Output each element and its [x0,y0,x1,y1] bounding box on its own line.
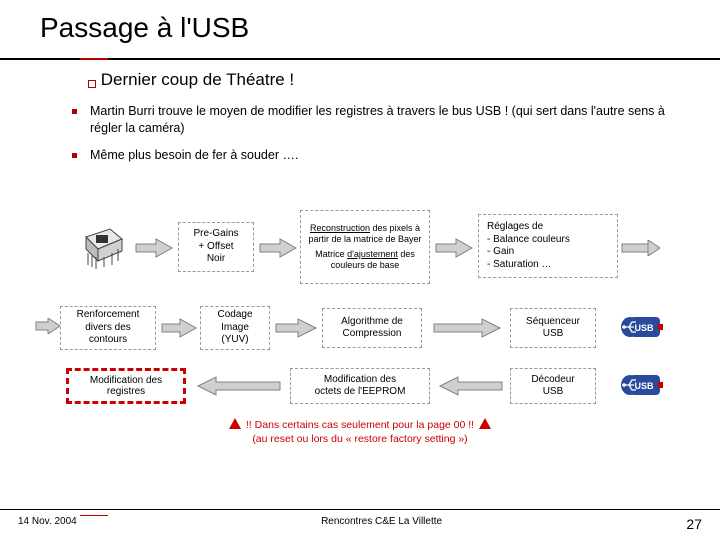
list-item-text: Même plus besoin de fer à souder …. [90,148,298,162]
svg-text:USB: USB [634,323,654,333]
box-label: DécodeurUSB [531,374,574,399]
footer-venue: Rencontres C&E La Villette [321,516,442,532]
box-label-top: Reconstruction des pixels à partir de la… [304,223,426,246]
page-number: 27 [686,516,702,532]
arrow-left-icon [196,376,282,396]
bullet-filled-square-icon [72,109,77,114]
arrow-right-icon [434,238,474,258]
footer-date: 14 Nov. 2004 [18,516,77,532]
box-label: Réglages de- Balance couleurs- Gain- Sat… [487,221,570,271]
title-underline [0,58,720,60]
box-label: Renforcementdivers descontours [77,309,140,347]
box-label: Modification desregistres [90,375,162,397]
arrow-right-icon [160,318,198,338]
box-label: CodageImage(YUV) [217,309,252,347]
arrow-right-icon [274,318,318,338]
warning-line2: (au reset ou lors du « restore factory s… [252,433,467,445]
box-sequenceur: SéquenceurUSB [510,308,596,348]
box-reconstruction: Reconstruction des pixels à partir de la… [300,210,430,284]
box-renforcement: Renforcementdivers descontours [60,306,156,350]
arrow-right-icon [432,318,502,338]
box-label: Algorithme deCompression [341,316,403,341]
usb-logo-icon: USB [620,374,668,396]
arrow-right-short-icon [34,318,60,334]
box-label: Modification desoctets de l'EEPROM [315,374,406,399]
arrow-right-icon [258,238,298,258]
usb-logo-icon: USB [620,316,668,338]
warning-triangle-icon [479,418,491,429]
pipeline-diagram: Pre-Gains+ OffsetNoir Reconstruction des… [0,210,720,460]
box-label: Pre-Gains+ OffsetNoir [193,228,238,266]
svg-text:USB: USB [634,381,654,391]
chip-icon [80,225,128,269]
list-item-text: Martin Burri trouve le moyen de modifier… [90,104,665,135]
list-item: Martin Burri trouve le moyen de modifier… [0,93,720,137]
bullet-filled-square-icon [72,153,77,158]
arrow-right-short-icon [620,240,660,256]
arrow-left-icon [438,376,504,396]
page-title: Passage à l'USB [0,0,720,50]
section-heading: Dernier coup de Théatre ! [0,50,720,93]
box-label: SéquenceurUSB [526,316,580,341]
box-mod-registres: Modification desregistres [66,368,186,404]
section-heading-text: Dernier coup de Théatre ! [101,70,294,89]
warning-text: !! Dans certains cas seulement pour la p… [0,418,720,446]
footer: 14 Nov. 2004 Rencontres C&E La Villette … [0,509,720,540]
list-item: Même plus besoin de fer à souder …. [0,137,720,164]
warning-line1: !! Dans certains cas seulement pour la p… [246,419,474,431]
bullet-hollow-square-icon [88,80,96,88]
box-decodeur: DécodeurUSB [510,368,596,404]
box-reglages: Réglages de- Balance couleurs- Gain- Sat… [478,214,618,278]
warning-triangle-icon [229,418,241,429]
title-underline-accent [80,58,108,60]
box-pre-gains: Pre-Gains+ OffsetNoir [178,222,254,272]
box-algo: Algorithme deCompression [322,308,422,348]
arrow-right-icon [134,238,174,258]
box-label-bottom: Matrice d'ajustement des couleurs de bas… [304,249,426,272]
box-mod-eeprom: Modification desoctets de l'EEPROM [290,368,430,404]
box-codage: CodageImage(YUV) [200,306,270,350]
